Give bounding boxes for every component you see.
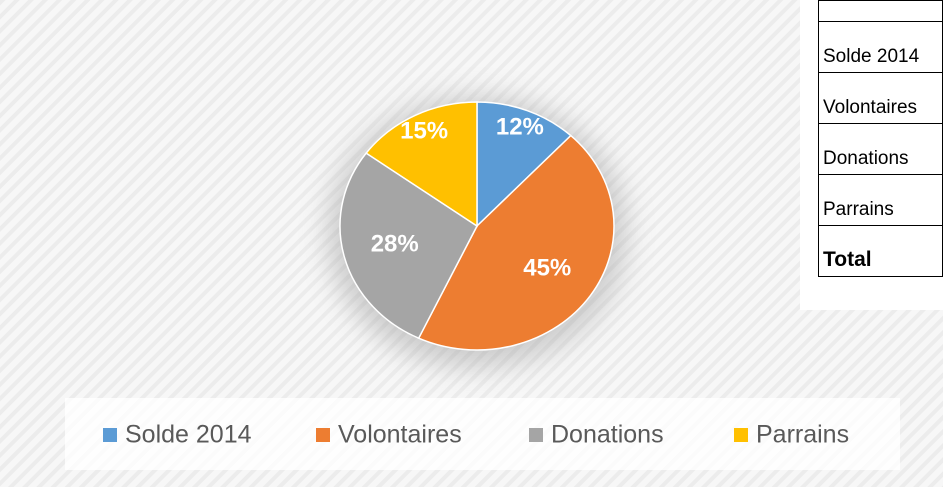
legend-label: Parrains bbox=[756, 421, 849, 449]
table: Solde 2014 Volontaires Donations Parrain… bbox=[818, 0, 943, 277]
table-cell: Solde 2014 bbox=[818, 21, 943, 73]
data-label: 15% bbox=[400, 117, 448, 144]
legend-swatch bbox=[316, 428, 330, 442]
table-row: Solde 2014 bbox=[818, 21, 943, 73]
legend-swatch bbox=[103, 428, 117, 442]
legend-box bbox=[65, 398, 900, 470]
table-row: Donations bbox=[818, 123, 943, 175]
table-cell: Parrains bbox=[818, 174, 943, 226]
table-cell: Total bbox=[818, 225, 943, 277]
pie-slice bbox=[365, 101, 478, 228]
legend-label: Volontaires bbox=[338, 421, 462, 449]
table-cell bbox=[818, 0, 943, 22]
legend-swatch bbox=[734, 428, 748, 442]
pie-slice bbox=[417, 134, 615, 351]
data-label: 12% bbox=[496, 113, 544, 140]
data-label: 45% bbox=[523, 255, 571, 282]
legend-label: Solde 2014 bbox=[125, 421, 252, 449]
legend-label: Donations bbox=[551, 421, 664, 449]
table-cell: Donations bbox=[818, 123, 943, 175]
table-row: Volontaires bbox=[818, 72, 943, 124]
table-header-row bbox=[818, 0, 943, 22]
table-row: Total bbox=[818, 225, 943, 277]
pie-slice bbox=[339, 152, 478, 340]
table-row: Parrains bbox=[818, 174, 943, 226]
table-cell: Volontaires bbox=[818, 72, 943, 124]
pie-slice bbox=[476, 101, 572, 228]
data-label: 28% bbox=[371, 230, 419, 257]
legend-swatch bbox=[529, 428, 543, 442]
